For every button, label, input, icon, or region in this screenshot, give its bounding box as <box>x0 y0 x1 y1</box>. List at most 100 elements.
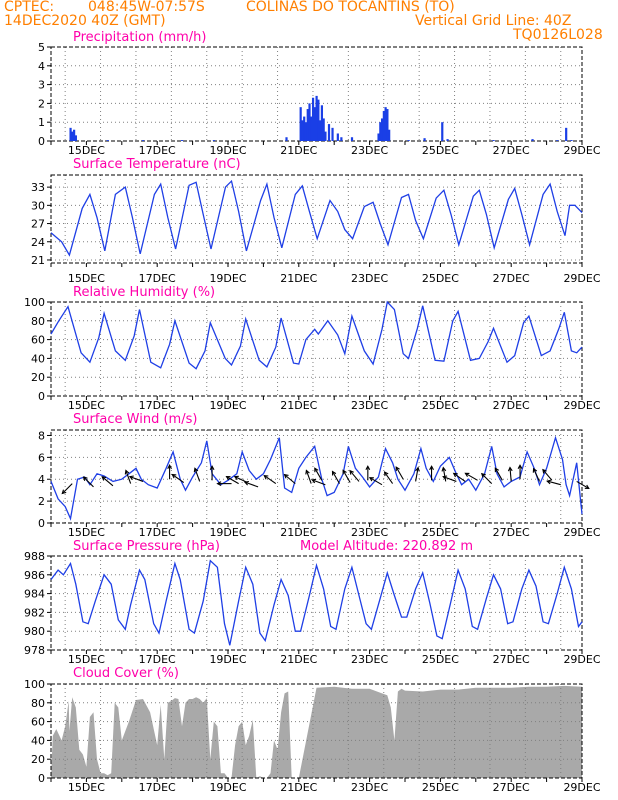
rh-ytick-label: 0 <box>38 390 45 403</box>
wind-arrow <box>83 476 94 488</box>
rh-title: Relative Humidity (%) <box>73 285 215 300</box>
wind-arrow <box>284 474 296 485</box>
temp-xtick-label: 19DEC <box>209 272 246 285</box>
wind-arrowhead <box>452 472 458 478</box>
cloud-xtick-label: 21DEC <box>280 781 317 794</box>
cloud-area <box>51 685 582 778</box>
wind-arrow <box>542 469 553 481</box>
press-xtick-label: 25DEC <box>422 653 459 666</box>
rh-xtick-label: 25DEC <box>422 399 459 412</box>
wind-arrow <box>305 470 312 484</box>
temp-xtick-label: 25DEC <box>422 272 459 285</box>
precip-bar <box>556 140 559 141</box>
rh-series-line <box>50 300 583 370</box>
wind-arrowhead <box>124 469 130 475</box>
wind-xtick-label: 17DEC <box>139 526 176 539</box>
wind-title: Surface Wind (m/s) <box>73 412 197 427</box>
wind-arrowhead <box>243 480 249 486</box>
wind-arrowhead <box>441 466 447 472</box>
wind-arrowhead <box>305 469 310 475</box>
wind-arrow <box>244 481 259 488</box>
precip-ytick-label: 5 <box>38 41 45 54</box>
precip-bar <box>384 107 387 141</box>
wind-xtick-label: 15DEC <box>68 526 105 539</box>
press-title: Surface Pressure (hPa) <box>73 539 220 554</box>
press-xtick-label: 17DEC <box>139 653 176 666</box>
press-panel <box>50 555 583 651</box>
press-ytick-label: 984 <box>24 588 45 601</box>
wind-arrowhead <box>517 464 523 469</box>
wind-arrow <box>395 466 404 480</box>
precip-xtick-label: 27DEC <box>493 144 530 157</box>
wind-arrow <box>453 472 466 482</box>
wind-arrowhead <box>82 476 88 481</box>
rh-xtick-label: 19DEC <box>209 399 246 412</box>
press-ytick-label: 978 <box>24 644 45 657</box>
wind-arrow <box>61 483 73 494</box>
wind-arrowhead <box>216 481 222 486</box>
cloud-xtick-label: 17DEC <box>139 781 176 794</box>
wind-series-line <box>50 435 583 521</box>
wind-arrowhead <box>349 469 354 475</box>
press-xtick-label: 19DEC <box>209 653 246 666</box>
wind-arrow <box>384 471 394 484</box>
header-coords: 048:45W-07:57S <box>88 0 205 15</box>
wind-arrowhead <box>442 475 448 480</box>
wind-arrowhead <box>395 466 400 472</box>
cloud-xtick-label: 27DEC <box>493 781 530 794</box>
cloud-ytick-label: 0 <box>38 772 45 785</box>
temp-ytick-label: 27 <box>31 218 45 231</box>
precip-bar <box>320 105 324 141</box>
precip-xtick-label: 17DEC <box>139 144 176 157</box>
wind-arrowhead <box>283 473 289 479</box>
precip-bar <box>311 97 315 141</box>
cloud-ytick-label: 20 <box>31 753 45 766</box>
press-frame <box>50 555 583 651</box>
cloud-xtick-label: 23DEC <box>351 781 388 794</box>
wind-xtick-label: 21DEC <box>280 526 317 539</box>
precip-bar <box>69 127 72 141</box>
rh-ytick-label: 40 <box>31 352 45 365</box>
precip-bar <box>336 133 339 141</box>
wind-arrow <box>171 474 185 483</box>
precip-bar <box>386 109 389 141</box>
header-source: CPTEC: <box>4 0 55 15</box>
wind-arrowhead <box>263 474 269 480</box>
cloud-xtick-label: 19DEC <box>209 781 246 794</box>
wind-arrow <box>465 472 478 481</box>
wind-ytick-label: 0 <box>38 517 45 530</box>
precip-bar <box>106 140 109 141</box>
precip-bar <box>319 120 322 141</box>
wind-ytick-label: 6 <box>38 451 45 464</box>
precip-bar <box>531 139 534 141</box>
wind-arrow <box>576 480 590 489</box>
precip-xtick-label: 15DEC <box>68 144 105 157</box>
rh-xtick-label: 23DEC <box>351 399 388 412</box>
wind-arrowhead <box>532 467 538 473</box>
precip-bar <box>565 127 568 141</box>
temp-frame <box>50 174 583 264</box>
press-xtick-label: 27DEC <box>493 653 530 666</box>
precip-bar <box>212 140 216 141</box>
precip-ytick-label: 1 <box>38 116 45 129</box>
wind-arrowhead <box>61 489 67 495</box>
wind-arrow <box>194 468 201 482</box>
precip-bar <box>303 116 306 141</box>
precip-bar <box>388 129 391 141</box>
temp-panel <box>50 174 583 264</box>
cloud-frame <box>50 683 583 779</box>
precip-bar <box>317 99 320 141</box>
wind-arrowhead <box>167 464 172 469</box>
wind-arrow <box>342 470 351 483</box>
cloud-ytick-label: 80 <box>31 697 45 710</box>
precip-bar <box>446 139 449 141</box>
temp-ytick-label: 21 <box>31 254 45 267</box>
wind-arrowhead <box>383 471 389 477</box>
wind-arrowhead <box>193 467 199 473</box>
wind-arrowhead <box>464 472 470 477</box>
precip-bar <box>308 103 311 141</box>
wind-arrowhead <box>542 468 547 474</box>
rh-xtick-label: 21DEC <box>280 399 317 412</box>
temp-ytick-label: 30 <box>31 199 45 212</box>
